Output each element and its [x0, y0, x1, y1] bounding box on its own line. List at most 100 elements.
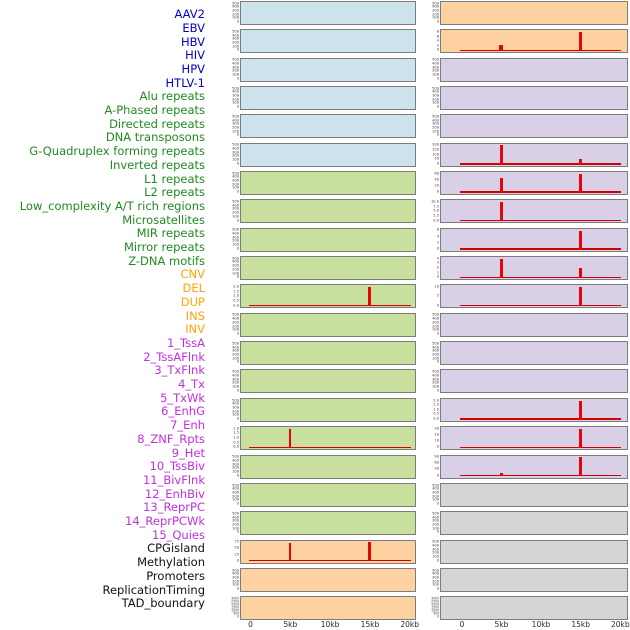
panel-l1-repeats: 500 400 300 200 100 0 — [232, 341, 416, 366]
y-axis-tick-label: 5.0 — [433, 208, 439, 213]
y-axis-tick-label: 200 — [232, 579, 239, 584]
y-axis-tick-label: 0 — [436, 444, 439, 449]
y-axis-tick-label: 100 — [432, 72, 439, 77]
y-axis-tick-label: 0 — [436, 359, 439, 364]
y-axis-tick-label: 300 — [232, 150, 239, 155]
panel-aav2: 500 400 300 200 100 0 — [232, 1, 416, 25]
y-axis-tick-label: 100 — [232, 469, 239, 474]
y-axis-tick-label: 200 — [432, 522, 439, 527]
y-axis-tick-label: 100 — [232, 526, 239, 531]
y-axis-tick-label: 300 — [232, 263, 239, 268]
y-axis-tick-label: 0 — [236, 586, 239, 591]
y-axis-tick-label: 300 — [232, 320, 239, 325]
y-axis-tick-label: 300 — [232, 405, 239, 410]
y-axis-tick-label: 500 — [232, 454, 239, 459]
y-axis-tick-label: 2.0 — [233, 284, 239, 289]
row-label-htlv-1: HTLV-1 — [165, 75, 205, 90]
density-baseline — [460, 474, 622, 477]
panel-replicationtiming: 500 400 300 200 100 0 — [432, 567, 628, 592]
y-axis-tick-label: 500 — [232, 171, 239, 176]
spike-15kb — [578, 428, 582, 449]
panel-6-enhg: 10.0 7.5 5.0 2.5 0.0 — [431, 199, 628, 224]
y-axis-tick-label: 200 — [432, 68, 439, 73]
y-axis-tick-label: 300 — [432, 8, 439, 13]
x-axis-tick-label: 20kb — [400, 620, 420, 629]
row-label-microsatellites: Microsatellites — [122, 212, 205, 227]
row-label-replicationtiming: ReplicationTiming — [102, 582, 206, 597]
y-axis-tick-label: 1.5 — [233, 289, 239, 294]
y-axis-tick-label: 100 — [232, 242, 239, 247]
y-axis-tick-label: 100 — [432, 356, 439, 361]
y-axis-tick-label: 200 — [232, 153, 239, 158]
row-label-3-txflnk: 3_TxFlnk — [154, 363, 205, 378]
density-baseline — [460, 418, 622, 420]
density-baseline — [248, 446, 411, 449]
y-axis-tick-label: 300 — [432, 320, 439, 325]
y-axis-tick-label: 500 — [432, 369, 439, 374]
y-axis-tick-label: 200 — [432, 550, 439, 555]
y-axis-tick-label: 0 — [436, 76, 439, 81]
y-axis-tick-label: 200 — [432, 97, 439, 102]
y-axis-tick-label: 50 — [434, 156, 439, 161]
y-axis-tick-label: 200 — [432, 579, 439, 584]
y-axis-tick-label: 0 — [236, 161, 239, 166]
x-axis-tick-label: 15kb — [571, 620, 591, 629]
y-axis-tick-label: 3000 — [231, 596, 239, 601]
row-label-6-enhg: 6_EnhG — [161, 404, 205, 419]
y-axis-tick-label: 300 — [432, 121, 439, 126]
density-baseline — [460, 219, 622, 222]
y-axis-tick-label: 20 — [434, 183, 439, 188]
y-axis-tick-label: 0 — [436, 274, 439, 279]
row-label-15-quies: 15_Quies — [152, 527, 205, 542]
panel-l2-repeats: 500 400 300 200 100 0 — [232, 369, 416, 394]
y-axis-tick-label: 500 — [432, 312, 439, 318]
y-axis-tick-label: 200 — [432, 494, 439, 499]
row-label-alu-repeats: Alu repeats — [139, 89, 205, 104]
row-label-5-txwk: 5_TxWk — [160, 390, 205, 405]
y-axis-tick-label: 0 — [436, 331, 439, 336]
y-axis-tick-label: 400 — [232, 146, 239, 151]
density-baseline — [460, 49, 622, 52]
y-axis-tick-label: 300 — [232, 178, 239, 183]
spike-15kb — [578, 173, 582, 193]
y-axis-tick-label: 400 — [432, 344, 439, 350]
y-axis-tick-label: 200 — [232, 40, 239, 45]
y-axis-tick-label: 100 — [232, 44, 239, 49]
row-label-mirror-repeats: Mirror repeats — [123, 240, 205, 255]
y-axis-tick-label: 0 — [436, 189, 439, 194]
y-axis-tick-label: 4 — [436, 256, 439, 261]
y-axis-tick-label: 400 — [232, 174, 239, 179]
spike-15kb — [578, 268, 582, 278]
y-axis-tick-label: 500 — [432, 57, 439, 62]
y-axis-tick-label: 200 — [232, 522, 239, 527]
row-label-mir-repeats: MIR repeats — [136, 226, 205, 241]
spike-15kb — [578, 287, 582, 307]
y-axis-tick-label: 0 — [236, 359, 239, 364]
y-axis-tick-label: 2000 — [231, 602, 239, 607]
row-label-9-het: 9_Het — [171, 445, 205, 460]
y-axis-tick-label: 500 — [233, 612, 239, 616]
y-axis-tick-label: 400 — [232, 373, 239, 378]
row-label-10-tssbiv: 10_TssBiv — [149, 459, 205, 474]
y-axis-tick-label: 100 — [232, 356, 239, 361]
y-axis-tick-label: 400 — [232, 571, 239, 576]
y-axis-tick-label: 1.5 — [433, 402, 439, 407]
y-axis-tick-label: 30 — [434, 426, 439, 431]
y-axis-tick-label: 200 — [232, 210, 239, 215]
panel-hiv: 500 400 300 200 100 0 — [232, 86, 416, 111]
y-axis-tick-label: 0.5 — [233, 440, 239, 445]
y-axis-tick-label: 100 — [432, 15, 439, 20]
y-axis-tick-label: 300 — [232, 377, 239, 382]
row-label-dup: DUP — [180, 294, 205, 309]
row-label-ebv: EBV — [182, 20, 205, 35]
density-baseline — [460, 248, 622, 250]
y-axis-tick-label: 300 — [232, 121, 239, 126]
y-axis-tick-label: 300 — [232, 462, 239, 467]
y-axis-tick-label: 100 — [232, 185, 239, 190]
panel-cnv: 75 50 25 0 — [234, 539, 416, 564]
y-axis-tick-label: 0 — [436, 501, 439, 506]
y-axis-tick-label: 500 — [232, 511, 239, 516]
y-axis-tick-label: 0 — [236, 76, 239, 81]
